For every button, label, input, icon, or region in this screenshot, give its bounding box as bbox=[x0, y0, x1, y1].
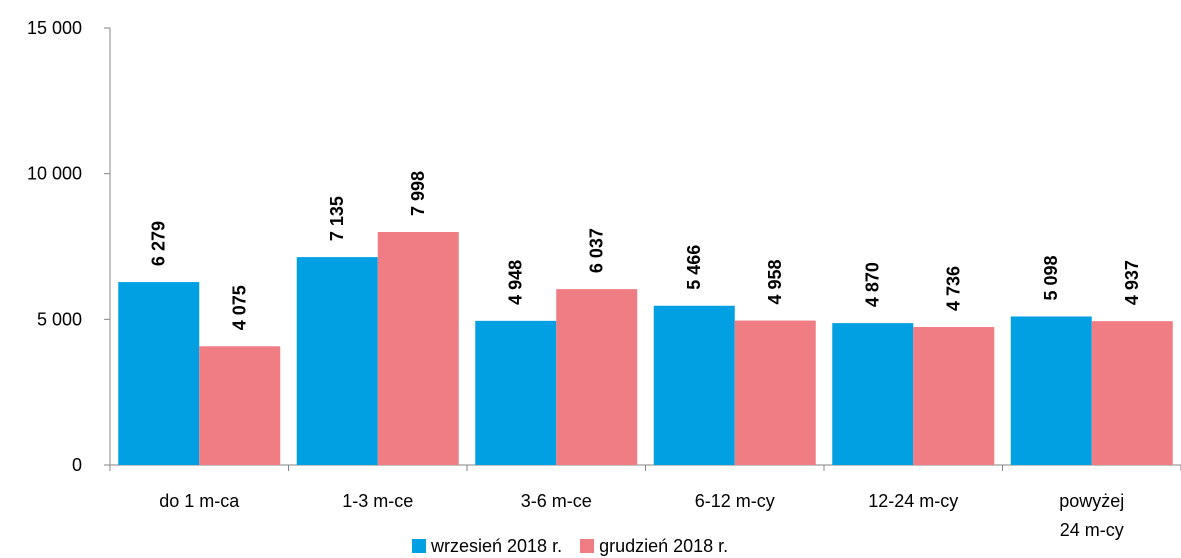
bar bbox=[734, 320, 816, 465]
data-label: 4 958 bbox=[765, 260, 785, 305]
legend-label-series-2: grudzień 2018 r. bbox=[599, 535, 729, 556]
bar bbox=[556, 289, 638, 465]
x-tick-label: 6-12 m-cy bbox=[695, 491, 775, 511]
bar bbox=[199, 346, 281, 465]
y-tick-label: 0 bbox=[72, 455, 82, 475]
x-tick-label: 12-24 m-cy bbox=[868, 491, 958, 511]
x-tick-label: 24 m-cy bbox=[1060, 520, 1124, 540]
bar bbox=[1091, 321, 1173, 465]
x-tick-label: 1-3 m-ce bbox=[342, 491, 413, 511]
y-tick-label: 15 000 bbox=[27, 18, 82, 38]
bar bbox=[475, 320, 557, 465]
data-label: 4 736 bbox=[944, 266, 964, 311]
y-tick-label: 10 000 bbox=[27, 164, 82, 184]
x-tick-label: powyżej bbox=[1059, 491, 1124, 511]
bar bbox=[118, 282, 200, 465]
data-label: 6 279 bbox=[149, 221, 169, 266]
data-label: 4 937 bbox=[1122, 260, 1142, 305]
data-label: 5 466 bbox=[684, 245, 704, 290]
data-label: 5 098 bbox=[1041, 255, 1061, 300]
legend-item-series-1: wrzesień 2018 r. bbox=[412, 536, 562, 557]
x-tick-label: 3-6 m-ce bbox=[521, 491, 592, 511]
legend-swatch-series-2 bbox=[580, 539, 595, 553]
data-label: 4 870 bbox=[863, 262, 883, 307]
legend-label-series-1: wrzesień 2018 r. bbox=[431, 535, 563, 556]
bar bbox=[913, 327, 995, 465]
data-label: 7 135 bbox=[327, 196, 347, 241]
data-label: 6 037 bbox=[587, 228, 607, 273]
legend: wrzesień 2018 r. grudzień 2018 r. bbox=[412, 534, 728, 558]
bar bbox=[832, 323, 914, 465]
y-tick-label: 5 000 bbox=[37, 309, 82, 329]
data-label: 4 075 bbox=[230, 285, 250, 330]
bar bbox=[377, 231, 459, 465]
bar bbox=[653, 305, 735, 465]
data-label: 4 948 bbox=[506, 260, 526, 305]
legend-item-series-2: grudzień 2018 r. bbox=[580, 536, 728, 557]
legend-swatch-series-1 bbox=[412, 539, 426, 553]
bar bbox=[296, 257, 378, 465]
data-label: 7 998 bbox=[408, 171, 428, 216]
x-tick-label: do 1 m-ca bbox=[159, 491, 240, 511]
bar bbox=[1010, 316, 1092, 465]
